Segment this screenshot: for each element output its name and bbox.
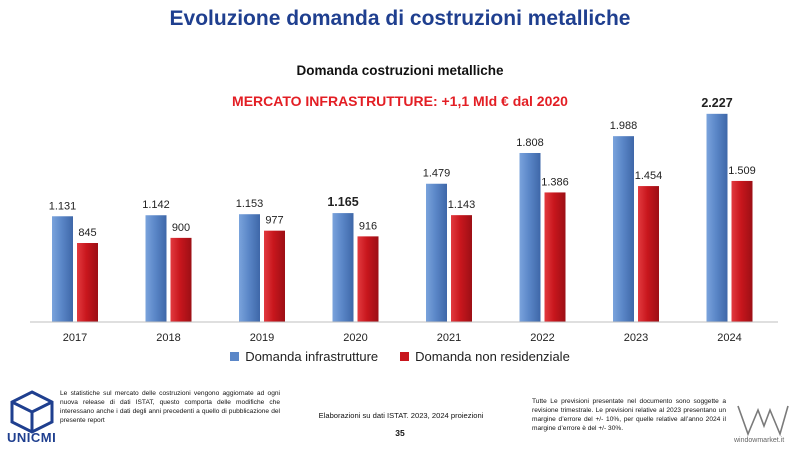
data-label-non-residenziale-2022: 1.386: [541, 176, 569, 188]
bar-non-residenziale-2019: [264, 230, 285, 322]
x-tick-label-2023: 2023: [624, 332, 648, 344]
data-label-non-residenziale-2020: 916: [359, 220, 377, 232]
x-tick-label-2017: 2017: [63, 332, 87, 344]
source-note: Elaborazioni su dati ISTAT. 2023, 2024 p…: [318, 411, 484, 420]
legend-swatch-blue: [230, 352, 240, 361]
data-label-non-residenziale-2024: 1.509: [728, 165, 756, 177]
data-label-infrastrutture-2022: 1.808: [516, 137, 544, 149]
data-label-infrastrutture-2020: 1.165: [327, 195, 358, 209]
bar-non-residenziale-2022: [544, 192, 566, 322]
x-tick-label-2024: 2024: [717, 332, 741, 344]
bar-infrastrutture-2019: [239, 214, 260, 322]
data-label-non-residenziale-2018: 900: [172, 222, 190, 234]
legend-label-non-residenziale: Domanda non residenziale: [415, 349, 570, 364]
slide-title: Evoluzione domanda di costruzioni metall…: [169, 7, 631, 30]
unicmi-logo-text: UNICMI: [7, 430, 57, 445]
bar-infrastrutture-2024: [706, 113, 728, 322]
x-tick-label-2020: 2020: [343, 332, 367, 344]
bar-infrastrutture-2018: [145, 215, 167, 322]
chart-legend: Domanda infrastrutture Domanda non resid…: [0, 349, 800, 364]
data-label-infrastrutture-2021: 1.479: [423, 168, 451, 180]
bar-infrastrutture-2021: [426, 183, 447, 322]
data-label-non-residenziale-2019: 977: [265, 215, 283, 227]
data-label-infrastrutture-2018: 1.142: [142, 199, 170, 211]
bar-infrastrutture-2020: [332, 213, 354, 322]
data-label-infrastrutture-2017: 1.131: [49, 200, 77, 212]
bar-infrastrutture-2023: [613, 136, 634, 322]
x-tick-label-2021: 2021: [437, 332, 461, 344]
x-tick-label-2022: 2022: [530, 332, 554, 344]
data-label-infrastrutture-2024: 2.227: [701, 96, 732, 110]
windowmarket-logo-text: windowmarket.it: [734, 437, 785, 444]
page-number: 35: [395, 428, 405, 438]
x-tick-label-2018: 2018: [156, 332, 180, 344]
windowmarket-logo-icon: [737, 405, 789, 437]
note-right: Tutte Le previsioni presentate nel docum…: [532, 398, 726, 432]
data-label-non-residenziale-2017: 845: [78, 227, 96, 239]
bar-infrastrutture-2017: [52, 216, 73, 322]
data-label-infrastrutture-2019: 1.153: [236, 198, 264, 210]
unicmi-logo-icon: [10, 390, 54, 434]
bar-non-residenziale-2020: [357, 236, 379, 322]
bar-non-residenziale-2021: [451, 215, 472, 322]
legend-item-non-residenziale: Domanda non residenziale: [400, 349, 570, 364]
legend-swatch-red: [400, 352, 410, 361]
legend-label-infrastrutture: Domanda infrastrutture: [245, 349, 379, 364]
data-label-infrastrutture-2023: 1.988: [610, 120, 638, 132]
note-left: Le statistiche sul mercato delle costruz…: [60, 390, 280, 424]
bar-non-residenziale-2024: [731, 180, 753, 322]
bar-non-residenziale-2018: [170, 237, 192, 322]
bar-non-residenziale-2017: [77, 243, 98, 322]
legend-item-infrastrutture: Domanda infrastrutture: [230, 349, 378, 364]
bar-non-residenziale-2023: [638, 186, 659, 322]
data-label-non-residenziale-2021: 1.143: [448, 199, 476, 211]
data-label-non-residenziale-2023: 1.454: [635, 170, 663, 182]
chart-subtitle: MERCATO INFRASTRUTTURE: +1,1 Mld € dal 2…: [232, 93, 568, 109]
bar-infrastrutture-2022: [519, 152, 541, 322]
x-tick-label-2019: 2019: [250, 332, 274, 344]
chart-title: Domanda costruzioni metalliche: [296, 63, 504, 78]
